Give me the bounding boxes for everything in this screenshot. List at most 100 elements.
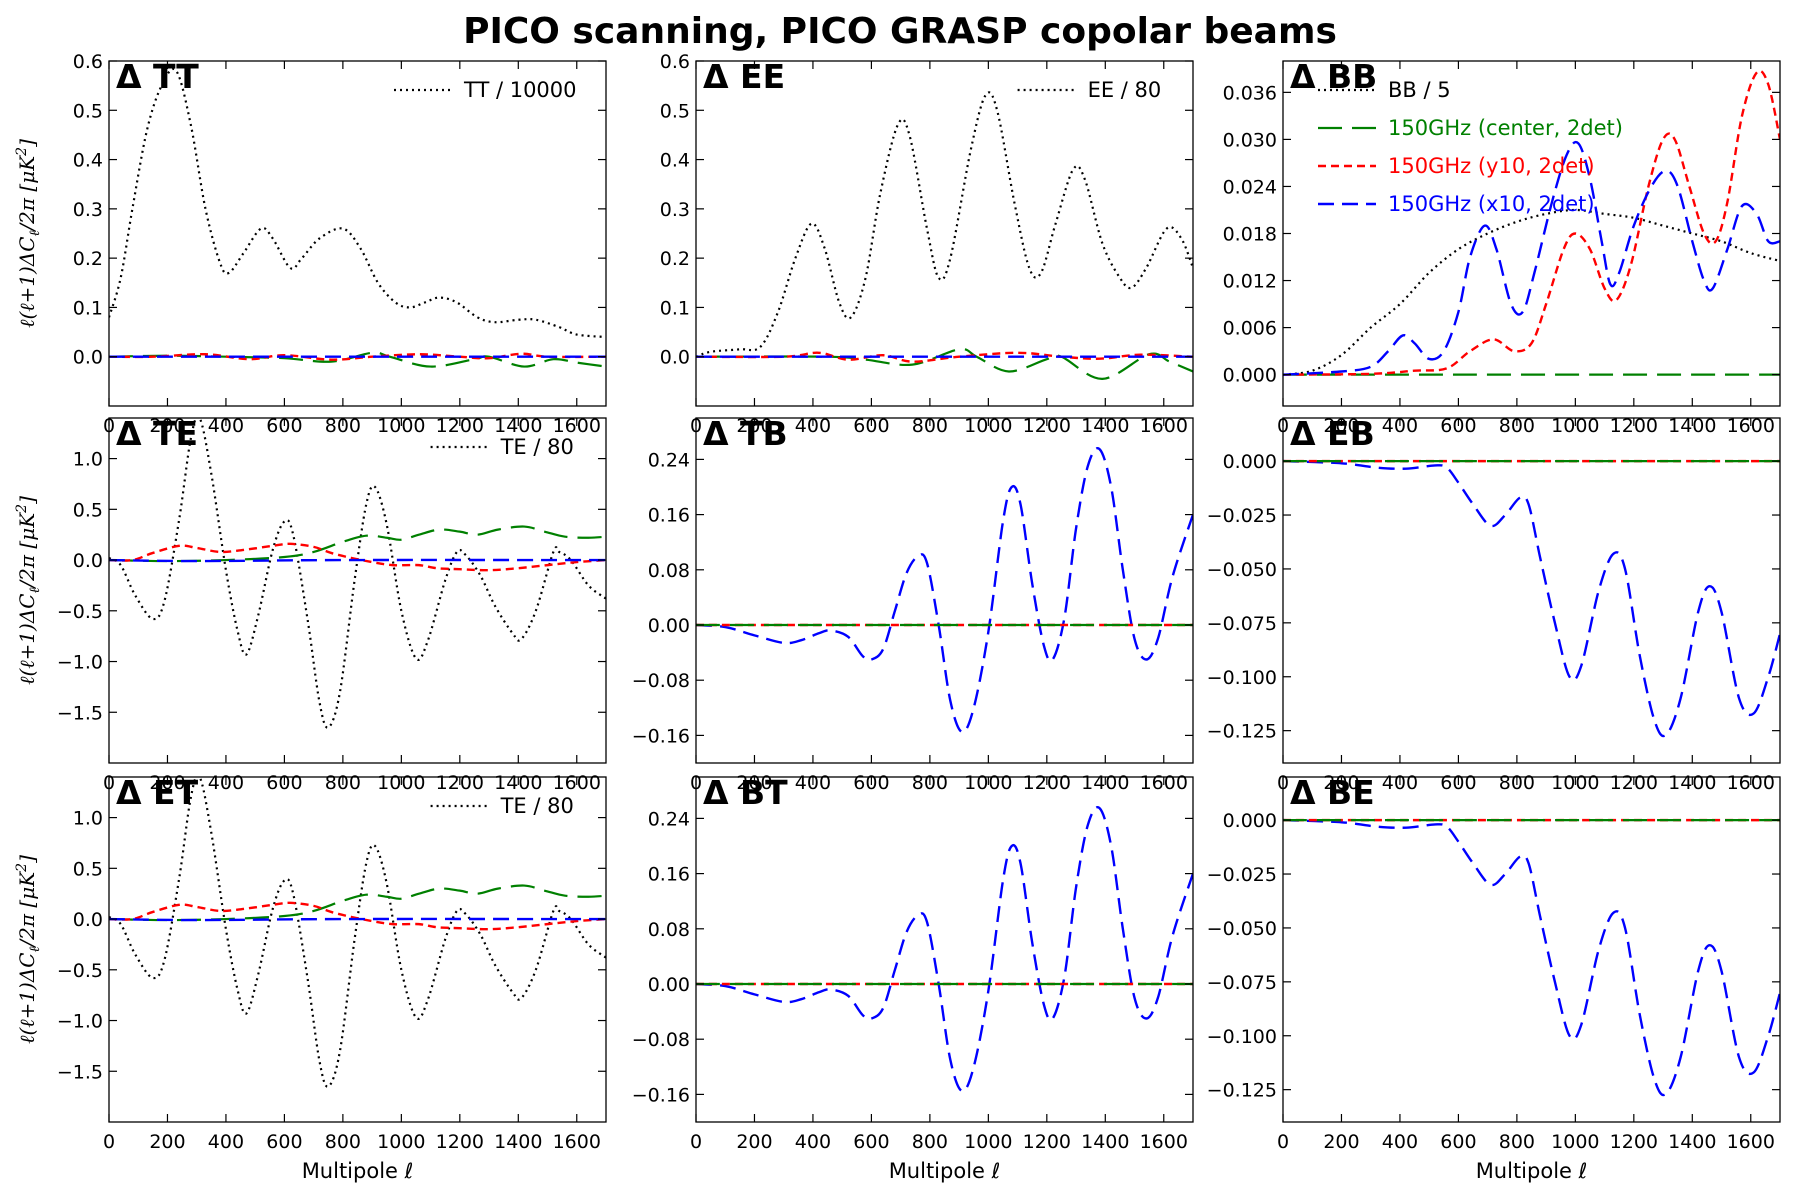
y-tick-label: 0.3	[660, 199, 690, 221]
y-tick-label: 1.0	[73, 449, 103, 471]
x-tick-label: 600	[853, 1131, 889, 1153]
axes-frame	[108, 417, 607, 764]
y-tick-label: 0.5	[73, 100, 103, 122]
axes-frame	[1282, 417, 1781, 764]
x-tick-label: 400	[208, 1131, 244, 1153]
legend: TE / 80	[430, 435, 574, 459]
y-tick-label: 0.08	[648, 919, 690, 941]
y-tick-label: 0.5	[660, 100, 690, 122]
y-axis-label: ℓ(ℓ+1)ΔCℓ/2π [μK2]	[14, 139, 43, 328]
y-tick-label: 0.1	[660, 297, 690, 319]
x-axis-label: Multipole ℓ	[1476, 1159, 1588, 1183]
y-tick-label: 0.08	[648, 560, 690, 582]
y-tick-label: −0.025	[1207, 505, 1277, 527]
y-tick-label: 0.00	[648, 615, 690, 637]
series-line-x10	[1283, 140, 1780, 376]
series-line-x10	[109, 917, 606, 922]
series-line-y10	[1283, 69, 1780, 376]
y-axis-label: ℓ(ℓ+1)ΔCℓ/2π [μK2]	[14, 855, 43, 1044]
axes-frame	[108, 60, 607, 407]
y-tick-label: −0.125	[1207, 721, 1277, 743]
y-tick-label: 0.0	[660, 347, 690, 369]
y-tick-label: 0.036	[1223, 82, 1277, 104]
legend-label: BB / 5	[1388, 78, 1451, 102]
legend-label: TE / 80	[500, 794, 574, 818]
y-tick-label: 0.000	[1223, 365, 1277, 387]
x-tick-label: 1200	[1023, 1131, 1071, 1153]
x-tick-label: 400	[795, 1131, 831, 1153]
legend: TE / 80	[430, 794, 574, 818]
x-tick-label: 200	[1323, 1131, 1359, 1153]
x-tick-label: 1400	[1081, 1131, 1129, 1153]
x-axis-label: Multipole ℓ	[889, 1159, 1001, 1183]
series-line-y10	[109, 542, 606, 572]
y-tick-label: −0.050	[1207, 918, 1277, 940]
y-tick-label: 0.24	[648, 808, 690, 830]
y-tick-label: 0.2	[660, 248, 690, 270]
y-tick-label: 0.00	[648, 974, 690, 996]
legend: EE / 80	[1017, 78, 1162, 102]
series-group	[109, 418, 606, 729]
series-line-x10	[1283, 818, 1780, 1097]
series-line-center	[109, 884, 606, 922]
x-tick-label: 200	[149, 1131, 185, 1153]
series-group	[1283, 69, 1780, 376]
y-tick-label: 0.2	[73, 248, 103, 270]
panel-title: Δ TE	[116, 414, 198, 453]
panel-title: Δ TT	[116, 57, 199, 96]
x-tick-label: 200	[736, 1131, 772, 1153]
y-tick-label: 0.0	[73, 347, 103, 369]
x-tick-label: 0	[690, 1131, 702, 1153]
x-tick-label: 600	[266, 1131, 302, 1153]
y-tick-label: 0.0	[73, 550, 103, 572]
series-line-y10	[109, 901, 606, 931]
series-group	[696, 806, 1193, 1093]
series-line-center	[109, 525, 606, 563]
series-group	[696, 91, 1193, 380]
x-tick-label: 1000	[964, 1131, 1012, 1153]
y-tick-label: −0.08	[632, 1029, 690, 1051]
y-tick-label: 0.5	[73, 499, 103, 521]
series-line-y10	[696, 351, 1193, 363]
series-group	[1283, 459, 1780, 738]
x-tick-label: 800	[1499, 1131, 1535, 1153]
y-tick-label: 0.16	[648, 864, 690, 886]
series-group	[696, 447, 1193, 734]
x-tick-label: 400	[1382, 1131, 1418, 1153]
y-tick-label: −0.125	[1207, 1080, 1277, 1102]
y-tick-label: −0.08	[632, 670, 690, 692]
series-line-x10	[1283, 459, 1780, 738]
x-tick-label: 0	[103, 1131, 115, 1153]
y-tick-label: 0.024	[1223, 176, 1277, 198]
y-tick-label: 0.5	[73, 858, 103, 880]
legend-label: 150GHz (center, 2det)	[1388, 116, 1623, 140]
legend: TT / 10000	[394, 78, 577, 102]
y-tick-label: −0.075	[1207, 972, 1277, 994]
y-tick-label: 0.000	[1223, 451, 1277, 473]
y-tick-label: −0.100	[1207, 1026, 1277, 1048]
series-line-y10	[109, 352, 606, 361]
y-tick-label: 0.012	[1223, 271, 1277, 293]
series-line-cmb	[696, 91, 1193, 358]
panel-title: Δ TB	[703, 414, 788, 453]
x-tick-label: 1400	[494, 1131, 542, 1153]
legend-label: EE / 80	[1088, 78, 1162, 102]
panel-title: Δ EE	[703, 57, 785, 96]
x-tick-label: 1000	[377, 1131, 425, 1153]
legend: BB / 5 150GHz (center, 2det) 150GHz (y10, …	[1318, 78, 1623, 216]
y-tick-label: −0.16	[632, 1084, 690, 1106]
axes-frame	[695, 60, 1194, 407]
panel-title: Δ BE	[1290, 773, 1375, 812]
y-tick-label: 0.018	[1223, 224, 1277, 246]
x-tick-label: 1600	[1140, 1131, 1188, 1153]
y-tick-label: −0.075	[1207, 613, 1277, 635]
x-tick-label: 0	[1277, 1131, 1289, 1153]
y-tick-label: 0.16	[648, 505, 690, 527]
x-axis-label: Multipole ℓ	[302, 1159, 414, 1183]
y-tick-label: 0.4	[73, 150, 103, 172]
x-tick-label: 1200	[1610, 1131, 1658, 1153]
y-tick-label: 0.0	[73, 909, 103, 931]
y-tick-label: 0.6	[73, 51, 103, 73]
y-tick-label: −0.025	[1207, 864, 1277, 886]
y-tick-label: 0.030	[1223, 129, 1277, 151]
